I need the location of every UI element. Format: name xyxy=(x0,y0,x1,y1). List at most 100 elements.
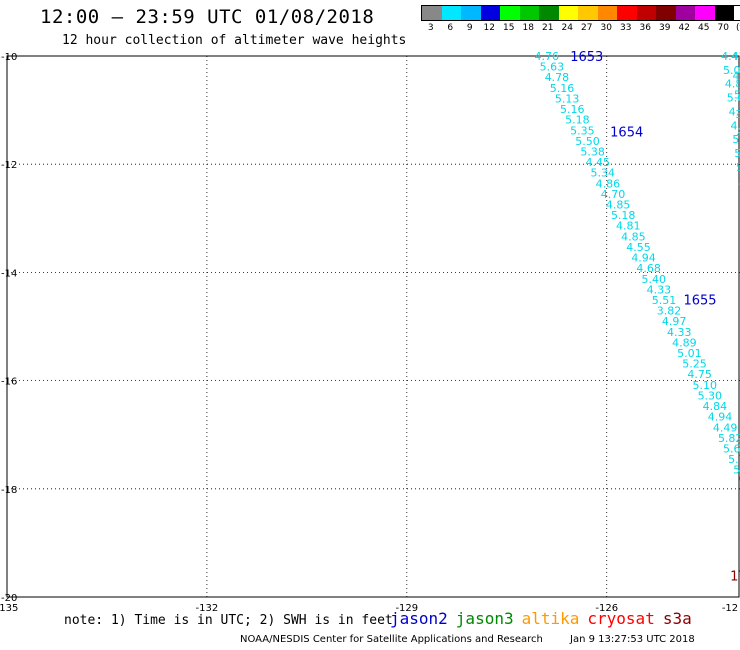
color-swatch xyxy=(539,6,559,20)
longitude-tick-label: -132 xyxy=(196,603,219,614)
map-frame xyxy=(6,55,740,598)
cycle-label: 1654 xyxy=(610,126,643,141)
wave-height-value: 4.86 xyxy=(596,177,621,190)
wave-height-value: 5.63 xyxy=(540,61,565,74)
color-swatch xyxy=(519,6,539,20)
corner-tick-label: -12 xyxy=(722,603,738,614)
wave-height-value: 5.18 xyxy=(611,209,636,222)
wave-height-value: 5.01 xyxy=(677,347,702,360)
wave-height-value: 4.62 xyxy=(731,50,740,63)
color-swatch xyxy=(461,6,481,20)
color-legend-label: 15 xyxy=(503,23,515,33)
wave-height-value: 5.55 xyxy=(734,147,740,160)
wave-height-value: 4.81 xyxy=(616,220,641,233)
wave-height-value: 5.68 xyxy=(723,442,740,455)
color-swatch xyxy=(695,6,715,20)
legend-item-jason3: jason3 xyxy=(455,609,514,628)
color-swatch xyxy=(597,6,617,20)
color-legend-label: 30 xyxy=(600,23,612,33)
wave-height-value: 5.35 xyxy=(570,124,595,137)
color-legend-label: 9 xyxy=(466,23,473,33)
longitude-tick-label: -126 xyxy=(595,603,618,614)
satellite-legend: jason2 jason3 altika cryosat s3a xyxy=(390,609,700,628)
color-legend-label: 3 xyxy=(427,23,434,33)
color-swatch xyxy=(422,6,442,20)
wave-height-value: 4.94 xyxy=(708,411,733,424)
wave-height-value: 4.93 xyxy=(730,119,740,132)
wave-height-value: 5.01 xyxy=(723,64,740,77)
map-subtitle: 12 hour collection of altimeter wave hei… xyxy=(62,33,407,48)
color-swatch xyxy=(578,6,598,20)
wave-height-value: 5.16 xyxy=(550,82,575,95)
wave-height-value: 5.34 xyxy=(591,167,616,180)
color-legend-label: 33 xyxy=(620,23,632,33)
latitude-tick-label: -16 xyxy=(1,377,17,388)
wave-height-value: 5.10 xyxy=(692,379,717,392)
legend-item-s3a: s3a xyxy=(662,609,692,628)
wave-height-value: 5.84 xyxy=(733,464,740,477)
color-legend-label: 24 xyxy=(561,23,573,33)
wave-height-value: 4.55 xyxy=(626,241,651,254)
corner-tick-label: -135 xyxy=(0,603,18,614)
latitude-tick-label: -18 xyxy=(1,485,17,496)
corner-tick-label: -20 xyxy=(1,593,17,604)
color-legend-label: 21 xyxy=(542,23,554,33)
agency-credit: NOAA/NESDIS Center for Satellite Applica… xyxy=(240,634,543,645)
wave-height-value: 5.09 xyxy=(727,92,740,105)
wave-height-value: 4.68 xyxy=(636,262,661,275)
wave-height-value: 4.42 xyxy=(721,50,740,63)
wave-height-value: 5.40 xyxy=(642,273,667,286)
color-swatch xyxy=(500,6,520,20)
color-swatch xyxy=(441,6,461,20)
wave-height-value: 5.18 xyxy=(565,114,590,127)
wave-height-value: 4.99 xyxy=(729,105,740,118)
color-swatch xyxy=(558,6,578,20)
wave-height-value: 5.25 xyxy=(682,358,707,371)
color-legend-swatches xyxy=(421,5,740,21)
legend-item-altika: altika xyxy=(521,609,580,628)
legend-item-jason2: jason2 xyxy=(390,609,448,628)
color-swatch xyxy=(714,6,734,20)
wave-height-value: 5.17 xyxy=(734,89,740,102)
color-legend-label: (ft) xyxy=(735,23,740,33)
corner-tick-label: -10 xyxy=(1,52,17,63)
latitude-tick-label: -14 xyxy=(1,268,17,279)
wave-height-value: 5.16 xyxy=(560,103,585,116)
wave-height-value: 4.54 xyxy=(738,147,740,160)
wave-height-value: 4.78 xyxy=(545,71,570,84)
wave-height-value: 4.75 xyxy=(687,368,712,381)
color-legend-label: 36 xyxy=(639,23,651,33)
color-legend-label: 45 xyxy=(698,23,710,33)
longitude-tick-label: -129 xyxy=(395,603,418,614)
wave-height-value: 5.38 xyxy=(580,145,605,158)
generated-timestamp: Jan 9 13:27:53 UTC 2018 xyxy=(570,634,695,645)
wave-height-value: 4.85 xyxy=(621,230,646,243)
color-swatch xyxy=(617,6,637,20)
color-legend-label: 18 xyxy=(522,23,534,33)
color-legend-label: 27 xyxy=(581,23,593,33)
wave-height-value: 5.72 xyxy=(728,453,740,466)
wave-height-value: 3.82 xyxy=(657,305,682,318)
color-swatch xyxy=(656,6,676,20)
wave-height-value: 4.97 xyxy=(662,315,687,328)
wave-height-value: 4.49 xyxy=(713,421,738,434)
wave-height-value: 4.33 xyxy=(737,127,740,140)
wave-height-value: 4.94 xyxy=(631,252,656,265)
wave-height-value: 4.33 xyxy=(667,326,692,339)
color-legend-label: 6 xyxy=(447,23,454,33)
color-legend-label: 12 xyxy=(483,23,495,33)
wave-height-value: 5.01 xyxy=(732,133,740,146)
legend-item-cryosat: cryosat xyxy=(587,609,655,628)
cycle-label: 1758 xyxy=(730,569,740,584)
color-legend-label: 39 xyxy=(659,23,671,33)
footer: NOAA/NESDIS Center for Satellite Applica… xyxy=(240,634,719,645)
wave-height-value: 5.47 xyxy=(738,175,740,188)
wave-height-value: 5.08 xyxy=(736,161,740,174)
wave-height-value: 5.51 xyxy=(652,294,677,307)
wave-height-value: 4.85 xyxy=(606,199,631,212)
wave-height-value: 4.84 xyxy=(703,400,728,413)
wave-height-value: 4.77 xyxy=(733,69,740,82)
